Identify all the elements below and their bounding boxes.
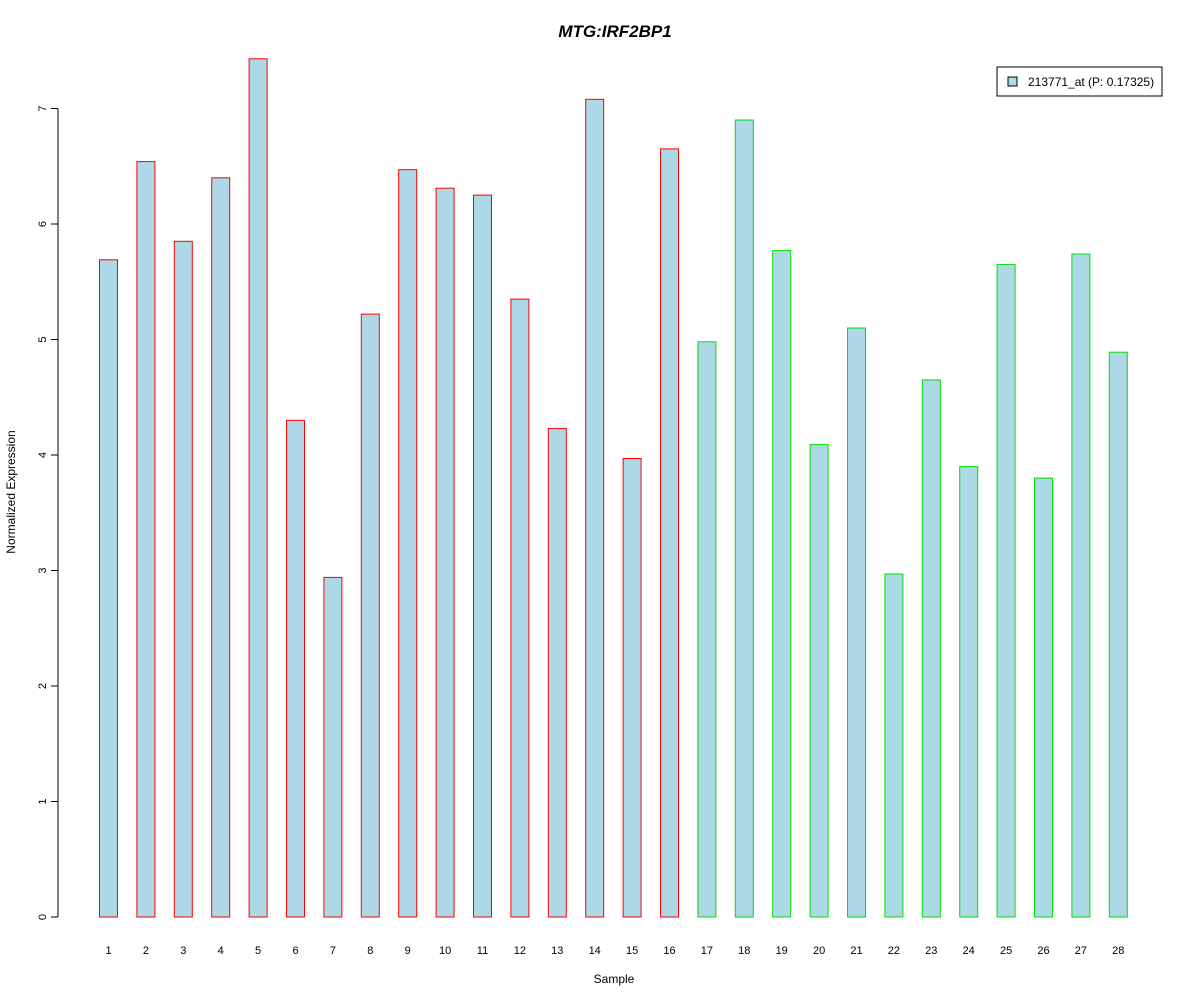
bar-sample-5 [248, 58, 268, 918]
x-tick-labels: 1 2 3 4 5 6 7 8 9 10 11 12 13 14 15 16 17 18 19 20 21 22 23 24 2… [105, 945, 1124, 957]
bar-sample-17 [697, 341, 717, 918]
x-tick-label: 8 [367, 945, 373, 957]
bar-sample-27 [1071, 253, 1091, 918]
x-tick-label: 23 [925, 945, 937, 957]
bar-sample-7 [323, 576, 343, 918]
bars [99, 58, 1128, 918]
bar-sample-28 [1108, 351, 1128, 918]
x-tick-label: 26 [1037, 945, 1049, 957]
x-tick-label: 18 [738, 945, 750, 957]
x-axis-label: Sample [594, 972, 635, 986]
bar-sample-20 [809, 444, 829, 918]
x-tick-label: 3 [180, 945, 186, 957]
y-tick-label: 4 [37, 452, 49, 458]
x-tick-label: 22 [888, 945, 900, 957]
y-tick-label: 2 [37, 683, 49, 689]
y-tick-label: 7 [37, 105, 49, 111]
x-tick-label: 1 [105, 945, 111, 957]
y-tick-label: 0 [37, 914, 49, 920]
x-tick-label: 27 [1075, 945, 1087, 957]
x-tick-label: 24 [963, 945, 975, 957]
x-tick-label: 17 [701, 945, 713, 957]
x-tick-label: 28 [1112, 945, 1124, 957]
x-tick-label: 25 [1000, 945, 1012, 957]
bar-sample-1 [99, 259, 118, 918]
bar-sample-15 [622, 458, 642, 918]
bar-sample-13 [547, 427, 567, 918]
x-tick-label: 16 [663, 945, 675, 957]
bar-sample-25 [996, 263, 1016, 918]
bar-sample-22 [884, 573, 904, 918]
legend-box [996, 66, 1163, 97]
legend-entry: 213771_at (P: 0.17325) [1028, 75, 1154, 89]
x-tick-label: 20 [813, 945, 825, 957]
bar-sample-11 [473, 194, 492, 918]
x-tick-label: 6 [292, 945, 298, 957]
bar-sample-3 [173, 240, 193, 918]
x-tick-label: 13 [551, 945, 563, 957]
bar-sample-16 [660, 148, 679, 918]
x-tick-label: 12 [514, 945, 526, 957]
x-tick-label: 2 [143, 945, 149, 957]
x-tick-label: 19 [776, 945, 788, 957]
bar-sample-21 [847, 327, 866, 918]
x-tick-label: 21 [850, 945, 862, 957]
bar-sample-14 [585, 98, 605, 918]
bar-sample-26 [1034, 477, 1053, 918]
bar-sample-19 [772, 250, 792, 918]
x-tick-label: 4 [218, 945, 224, 957]
y-tick-label: 1 [37, 798, 49, 804]
x-tick-label: 5 [255, 945, 261, 957]
x-tick-label: 7 [330, 945, 336, 957]
bar-sample-9 [398, 169, 418, 918]
x-tick-label: 15 [626, 945, 638, 957]
bar-sample-8 [360, 313, 380, 918]
bar-sample-18 [734, 119, 754, 918]
y-axis-label: Normalized Expression [4, 430, 18, 553]
x-tick-label: 11 [477, 945, 488, 957]
bar-sample-2 [136, 161, 156, 918]
bar-sample-10 [435, 187, 455, 918]
legend-swatch [1007, 76, 1018, 87]
x-tick-label: 10 [439, 945, 451, 957]
y-tick-label: 5 [37, 336, 49, 342]
x-tick-label: 14 [589, 945, 601, 957]
y-tick-label: 6 [37, 221, 49, 227]
y-axis: 0 1 2 3 4 5 6 7 [37, 105, 59, 920]
bar-sample-24 [959, 466, 979, 918]
bar-sample-4 [211, 177, 231, 918]
bar-sample-12 [510, 298, 530, 918]
legend: 213771_at (P: 0.17325) [996, 66, 1163, 97]
chart-title: MTG:IRF2BP1 [558, 22, 671, 41]
bar-sample-6 [286, 419, 305, 918]
bar-sample-23 [921, 379, 941, 918]
y-tick-label: 3 [37, 567, 49, 573]
x-tick-label: 9 [405, 945, 411, 957]
